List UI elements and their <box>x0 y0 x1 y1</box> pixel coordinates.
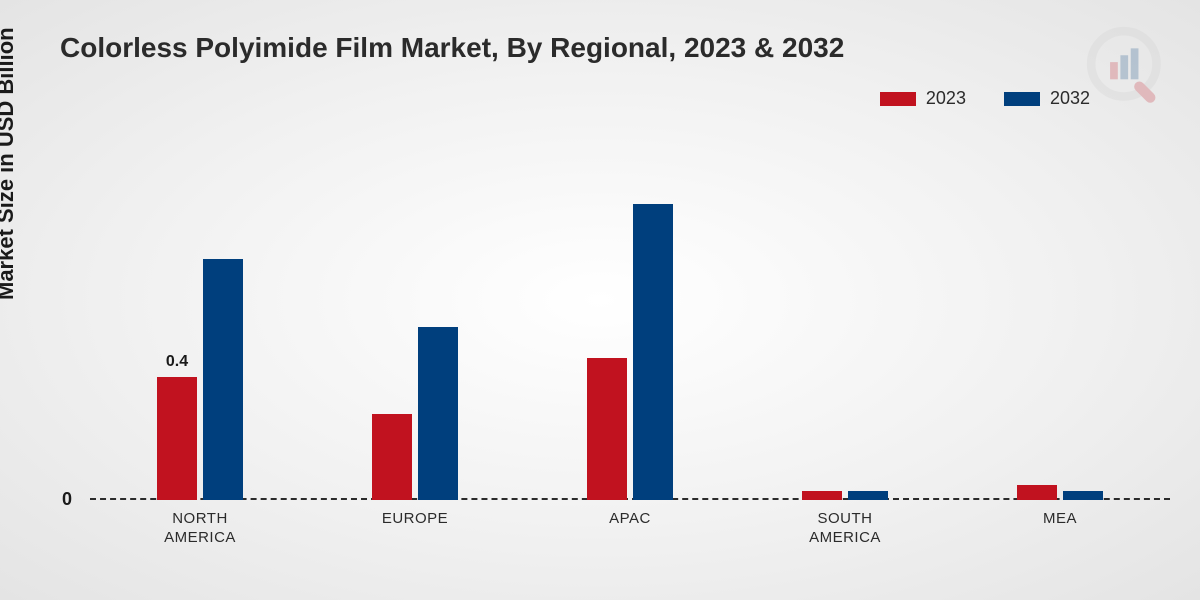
bar-2032 <box>848 491 888 500</box>
bar-2032 <box>418 327 458 500</box>
chart-title: Colorless Polyimide Film Market, By Regi… <box>60 32 844 64</box>
bar-group: EUROPE <box>345 327 485 500</box>
y-zero-label: 0 <box>62 489 72 510</box>
category-label: NORTHAMERICA <box>130 510 270 548</box>
bar-2032 <box>203 259 243 500</box>
value-label: 0.4 <box>166 353 188 371</box>
chart-canvas: Colorless Polyimide Film Market, By Regi… <box>0 0 1200 600</box>
bar-2032 <box>633 204 673 500</box>
category-label: SOUTHAMERICA <box>775 510 915 548</box>
bar-group: NORTHAMERICA <box>130 259 270 500</box>
category-label: MEA <box>990 510 1130 529</box>
bar-2023 <box>802 491 842 500</box>
y-axis-label: Market Size in USD Billion <box>0 27 19 300</box>
legend-item-2023: 2023 <box>880 88 966 109</box>
bar-2023 <box>372 414 412 500</box>
plot-area: 0 NORTHAMERICAEUROPEAPACSOUTHAMERICAMEA0… <box>90 130 1170 500</box>
legend-swatch-2023 <box>880 92 916 106</box>
bar-2032 <box>1063 491 1103 500</box>
legend-swatch-2032 <box>1004 92 1040 106</box>
bar-group: APAC <box>560 204 700 500</box>
bar-group: MEA <box>990 485 1130 500</box>
legend: 2023 2032 <box>880 88 1090 109</box>
legend-label-2023: 2023 <box>926 88 966 109</box>
category-label: EUROPE <box>345 510 485 529</box>
bar-2023 <box>1017 485 1057 500</box>
bar-2023 <box>157 377 197 500</box>
legend-label-2032: 2032 <box>1050 88 1090 109</box>
category-label: APAC <box>560 510 700 529</box>
legend-item-2032: 2032 <box>1004 88 1090 109</box>
bar-group: SOUTHAMERICA <box>775 491 915 500</box>
brand-logo <box>1086 26 1172 112</box>
bar-2023 <box>587 358 627 500</box>
